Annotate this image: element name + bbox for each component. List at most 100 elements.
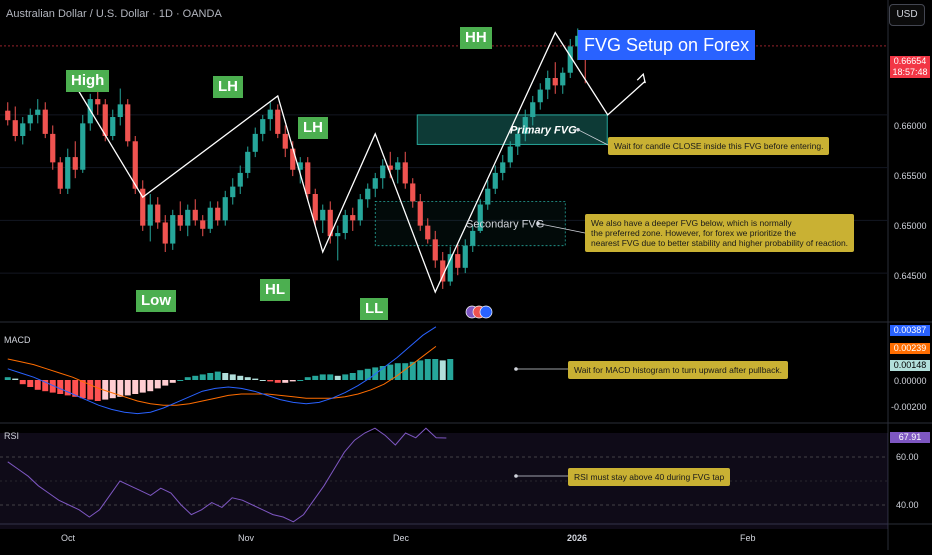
candle-body — [177, 215, 183, 226]
primary-fvg-label: Primary FVG — [510, 125, 577, 137]
macd-histogram-bar — [132, 380, 139, 394]
candle-body — [65, 157, 71, 189]
connector-dot — [514, 474, 518, 478]
candle-body — [5, 110, 11, 121]
candle-body — [275, 109, 281, 134]
candle-body — [282, 133, 288, 149]
candle-body — [95, 99, 101, 105]
macd-histogram-bar — [222, 373, 229, 380]
candle-body — [80, 123, 86, 170]
macd-panel-label[interactable]: MACD — [4, 335, 31, 345]
macd-histogram-bar — [334, 375, 341, 380]
candle-body — [102, 104, 108, 136]
connector-dot — [514, 367, 518, 371]
secondary-fvg-label: Secondary FVG — [466, 219, 544, 231]
macd-histogram-bar — [439, 360, 446, 380]
macd-histogram-bar — [409, 361, 416, 380]
macd-histogram-bar — [102, 380, 109, 400]
signal-value-tag: 0.00239 — [890, 343, 930, 354]
candle-body — [552, 78, 558, 86]
connector-line — [577, 129, 609, 146]
macd-histogram-bar — [387, 364, 394, 380]
time-tick: 2026 — [567, 533, 588, 543]
macd-histogram-bar — [192, 375, 199, 380]
candle-body — [312, 194, 318, 221]
note-secondary-line-2: the preferred zone. However, for forex w… — [591, 228, 797, 238]
macd-histogram-bar — [237, 375, 244, 380]
primary-fvg-zone — [416, 114, 608, 145]
macd-histogram-bar — [169, 380, 176, 383]
candle-body — [320, 209, 326, 221]
macd-histogram-bar — [252, 378, 259, 380]
candle-body — [140, 188, 146, 226]
macd-histogram-bar — [447, 359, 454, 380]
chart-title: FVG Setup on Forex — [578, 30, 756, 60]
current-price: 0.66654 — [893, 56, 927, 66]
macd-histogram-bar — [342, 374, 349, 380]
macd-histogram-bar — [379, 366, 386, 380]
candle-body — [387, 165, 393, 170]
candle-body — [192, 209, 198, 221]
candle-body — [215, 207, 221, 221]
candle-body — [575, 35, 581, 47]
macd-histogram-bar — [177, 380, 184, 381]
label-high: High — [66, 70, 110, 92]
connector-dot — [536, 221, 540, 226]
macd-histogram-bar — [147, 380, 154, 392]
candle-body — [237, 172, 243, 187]
symbol-header[interactable]: Australian Dollar / U.S. Dollar · 1D · O… — [6, 8, 222, 20]
macd-histogram-bar — [289, 380, 296, 382]
candle-body — [335, 233, 341, 237]
macd-histogram-bar — [94, 380, 101, 401]
macd-histogram-bar — [259, 380, 266, 381]
candle-body — [485, 188, 491, 205]
candle-body — [567, 46, 573, 73]
rsi-line — [7, 427, 447, 523]
macd-histogram-bar — [229, 374, 236, 380]
candle-body — [35, 109, 41, 115]
candle-body — [410, 183, 416, 202]
macd-histogram-bar — [162, 380, 169, 386]
macd-histogram-bar — [244, 377, 251, 380]
candle-body — [27, 114, 33, 124]
candle-body — [162, 222, 168, 244]
candle-body — [395, 162, 401, 170]
macd-histogram-bar — [72, 380, 79, 397]
macd-histogram-bar — [312, 375, 319, 380]
macd-histogram-bar — [79, 380, 86, 399]
candle-body — [515, 133, 521, 147]
macd-histogram-bar — [357, 370, 364, 380]
currency-button[interactable]: USD — [889, 4, 925, 26]
candle-body — [110, 117, 116, 136]
macd-histogram-bar — [109, 380, 116, 399]
note-macd: Wait for MACD histogram to turn upward a… — [568, 361, 789, 379]
macd-histogram-bar — [12, 378, 19, 380]
macd-histogram-bar — [4, 377, 11, 380]
candle-body — [545, 78, 551, 90]
rsi-panel-label[interactable]: RSI — [4, 431, 20, 441]
rsi-tick: 60.00 — [896, 452, 919, 462]
macd-histogram-bar — [297, 380, 304, 381]
macd-tick: 0.00000 — [894, 376, 927, 386]
price-tick: 0.65000 — [894, 221, 927, 231]
candle-body — [380, 165, 386, 179]
connector-line — [537, 223, 586, 234]
time-tick: Feb — [740, 533, 756, 543]
macd-histogram-bar — [124, 380, 131, 396]
candle-body — [342, 215, 348, 234]
candle-body — [350, 215, 356, 221]
candle-body — [20, 123, 26, 136]
candle-body — [440, 260, 446, 282]
time-tick: Dec — [393, 533, 410, 543]
note-rsi: RSI must stay above 40 during FVG tap — [568, 468, 731, 486]
macd-histogram-bar — [214, 371, 221, 380]
label-lh-2: LH — [298, 117, 328, 139]
macd-line — [7, 326, 437, 415]
macd-histogram-bar — [432, 359, 439, 380]
candle-body — [507, 146, 513, 163]
macd-histogram-bar — [274, 380, 281, 383]
candle-body — [290, 148, 296, 170]
candle-body — [252, 133, 258, 152]
candle-body — [42, 109, 48, 134]
